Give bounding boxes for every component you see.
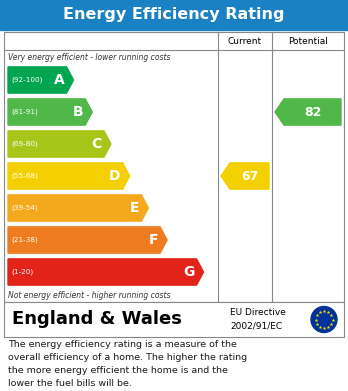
Text: Energy Efficiency Rating: Energy Efficiency Rating (63, 7, 285, 23)
Bar (4, 32, 344, 302)
Circle shape (311, 307, 337, 332)
Polygon shape (221, 163, 269, 189)
Polygon shape (275, 99, 341, 125)
Text: F: F (149, 233, 158, 247)
Bar (0, 0, 348, 30)
Text: 67: 67 (241, 170, 258, 183)
Bar (4, 302, 344, 337)
Polygon shape (8, 99, 92, 125)
Text: E: E (130, 201, 140, 215)
Polygon shape (8, 195, 148, 221)
Text: (1-20): (1-20) (11, 269, 33, 275)
Polygon shape (8, 67, 73, 93)
Polygon shape (8, 259, 204, 285)
Text: G: G (183, 265, 195, 279)
Text: D: D (109, 169, 121, 183)
Text: B: B (73, 105, 83, 119)
Text: (55-68): (55-68) (11, 173, 38, 179)
Text: (21-38): (21-38) (11, 237, 38, 243)
Text: (92-100): (92-100) (11, 77, 42, 83)
Text: A: A (54, 73, 64, 87)
Text: C: C (92, 137, 102, 151)
Text: EU Directive
2002/91/EC: EU Directive 2002/91/EC (230, 308, 286, 331)
Text: Not energy efficient - higher running costs: Not energy efficient - higher running co… (8, 291, 171, 300)
Polygon shape (8, 131, 111, 157)
Text: (39-54): (39-54) (11, 205, 38, 211)
Polygon shape (8, 227, 167, 253)
Text: The energy efficiency rating is a measure of the
overall efficiency of a home. T: The energy efficiency rating is a measur… (8, 340, 247, 387)
Text: (81-91): (81-91) (11, 109, 38, 115)
Text: 82: 82 (304, 106, 321, 118)
Text: (69-80): (69-80) (11, 141, 38, 147)
Text: Current: Current (228, 36, 262, 45)
Polygon shape (8, 163, 130, 189)
Text: Very energy efficient - lower running costs: Very energy efficient - lower running co… (8, 53, 171, 62)
Text: England & Wales: England & Wales (12, 310, 182, 328)
Text: Potential: Potential (288, 36, 328, 45)
